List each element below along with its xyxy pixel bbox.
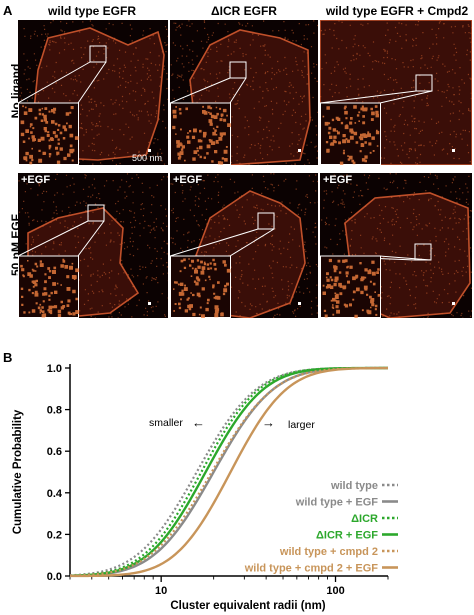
micrograph-r1-c1: 500 nm (18, 20, 168, 165)
y-tick-label: 0.2 (47, 529, 62, 541)
zoom-connector-line (229, 77, 247, 104)
inset-clusters (322, 258, 381, 318)
inset-clusters (322, 105, 380, 165)
scale-bar-label: 500 nm (131, 153, 162, 163)
zoom-connector-line (379, 90, 433, 104)
scale-bar (452, 302, 455, 305)
x-axis-label: Cluster equivalent radii (nm) (170, 600, 325, 612)
zoom-connector-line (77, 61, 107, 104)
micrograph-r1-c3 (320, 20, 472, 165)
zoom-region-box (415, 74, 433, 92)
zoom-region-box (414, 243, 432, 261)
inset-clusters (173, 258, 231, 318)
legend-label-4: ΔICR + EGF (316, 530, 378, 542)
micrograph-r2-c2: +EGF (170, 173, 318, 318)
scale-bar (298, 302, 301, 305)
zoom-connector-line (18, 61, 91, 104)
legend-label-1: wild type (330, 480, 378, 492)
scale-bar (452, 149, 455, 152)
zoom-connector-line (77, 220, 105, 257)
micrograph-image (18, 20, 168, 165)
column-title-cmpd2: wild type EGFR + Cmpd2 (325, 4, 469, 18)
arrow-right-icon: → (262, 415, 275, 430)
scale-bar (298, 149, 301, 152)
legend-label-3: ΔICR (351, 513, 378, 525)
micrograph-image (170, 173, 318, 318)
series-line-1 (69, 366, 389, 577)
series-line-2 (69, 366, 389, 577)
zoom-connector-line (320, 90, 417, 104)
zoom-region-box (87, 204, 105, 222)
zoom-connector-line (170, 228, 259, 257)
inset-clusters (172, 105, 231, 165)
scale-bar (148, 302, 151, 305)
panel-a-letter: A (3, 3, 13, 18)
micrograph-r2-c1: +EGF (18, 173, 168, 318)
arrow-left-icon: ← (192, 415, 205, 430)
y-tick-label: 1.0 (47, 363, 62, 375)
localization-dots (320, 173, 472, 318)
annotation-smaller: smaller (149, 417, 183, 429)
localization-dots (170, 20, 318, 165)
y-tick-label: 0.4 (47, 488, 63, 500)
panel-b-letter: B (3, 350, 13, 365)
micrograph-image (170, 20, 318, 165)
micrograph-image (320, 20, 472, 165)
series-line-6 (70, 366, 388, 578)
legend-label-5: wild type + cmpd 2 (279, 546, 378, 558)
legend-label-6: wild type + cmpd 2 + EGF (244, 563, 379, 575)
column-title-wild-type: wild type EGFR (47, 4, 136, 18)
series-line-5 (69, 366, 388, 577)
series-line-4 (69, 366, 388, 577)
micrograph-image (18, 173, 168, 318)
zoom-connector-line (170, 77, 231, 104)
micrograph-image (320, 173, 472, 318)
series-line-3 (69, 366, 389, 577)
zoom-region-box (89, 45, 107, 63)
zoom-region-box (257, 212, 275, 230)
zoom-connector-line (229, 228, 275, 257)
cumulative-probability-chart: 0.0 0.2 0.4 0.6 0.8 1.0 10 100 wild type wild ty… (12, 363, 398, 612)
y-tick-label: 0.8 (47, 405, 62, 417)
y-axis-label: Cumulative Probability (12, 409, 24, 534)
localization-dots (19, 20, 168, 165)
inset-clusters (20, 105, 79, 165)
micrograph-r2-c3: +EGF (320, 173, 472, 318)
legend-label-2: wild type + EGF (295, 497, 378, 509)
annotation-larger: larger (288, 419, 315, 431)
y-tick-label: 0.0 (47, 571, 62, 583)
egf-tag: +EGF (21, 174, 51, 186)
column-title-delta-icr: ΔICR EGFR (211, 4, 277, 18)
zoom-connector-line (379, 255, 432, 261)
egf-tag: +EGF (173, 174, 203, 186)
x-tick-label: 10 (155, 585, 167, 597)
egf-tag: +EGF (323, 174, 353, 186)
x-tick-label: 100 (326, 585, 344, 597)
zoom-region-box (229, 61, 247, 79)
micrograph-r1-c2 (170, 20, 318, 165)
zoom-connector-line (18, 220, 89, 257)
scale-bar (148, 149, 151, 152)
y-tick-label: 0.6 (47, 446, 62, 458)
inset-clusters (20, 258, 80, 318)
